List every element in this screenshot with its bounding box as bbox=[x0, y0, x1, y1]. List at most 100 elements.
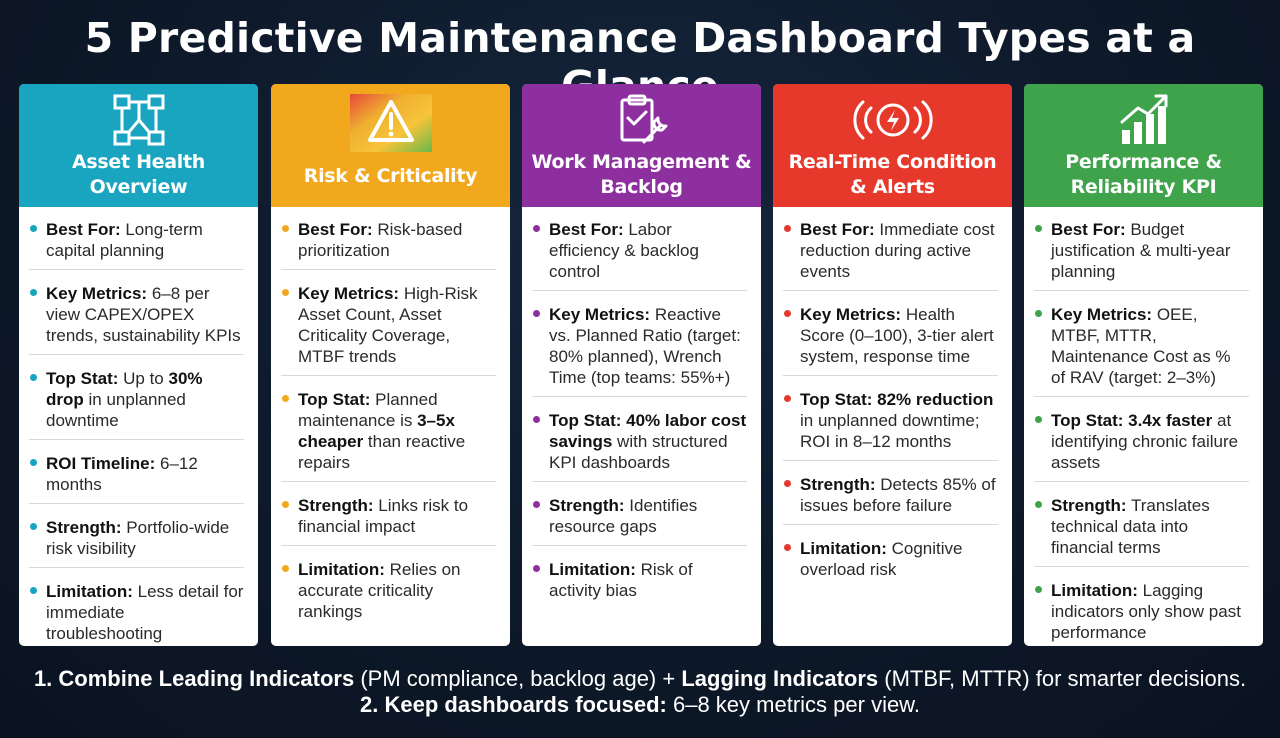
item-text: OEE, MTBF, MTTR, Maintenance Cost as % o… bbox=[1051, 305, 1231, 387]
list-item: Strength: Translates technical data into… bbox=[1034, 491, 1249, 567]
item-text: High-Risk Asset Count, Asset Criticality… bbox=[298, 284, 478, 366]
bullet-icon bbox=[30, 459, 37, 466]
item-label: Top Stat: bbox=[298, 390, 371, 409]
item-label: Best For: bbox=[549, 220, 624, 239]
item-text: Detects 85% of issues before failure bbox=[800, 475, 996, 515]
item-label: Key Metrics: bbox=[549, 305, 651, 324]
list-item: Best For: Labor efficiency & backlog con… bbox=[532, 215, 747, 291]
list-item: Best For: Long-term capital planning bbox=[29, 215, 244, 270]
bullet-icon bbox=[30, 374, 37, 381]
list-item: Limitation: Less detail for immediate tr… bbox=[29, 577, 244, 646]
item-label: ROI Timeline: bbox=[46, 454, 156, 473]
item-label: Strength: bbox=[800, 475, 876, 494]
network-icon bbox=[19, 92, 258, 148]
footer-highlight: Combine Leading Indicators bbox=[58, 666, 355, 691]
item-label: Best For: bbox=[800, 220, 875, 239]
footer-line-1: 1. Combine Leading Indicators (PM compli… bbox=[0, 666, 1280, 692]
bullet-icon bbox=[282, 289, 289, 296]
card-title: Real-Time Condition & Alerts bbox=[788, 151, 997, 198]
card-header: Real-Time Condition & Alerts bbox=[773, 84, 1012, 207]
item-label: Limitation: bbox=[298, 560, 385, 579]
bullet-icon bbox=[1035, 225, 1042, 232]
list-item: Key Metrics: High-Risk Asset Count, Asse… bbox=[281, 279, 496, 376]
list-item: Best For: Immediate cost reduction durin… bbox=[783, 215, 998, 291]
item-text: Labor efficiency & backlog control bbox=[549, 220, 699, 281]
list-item: Top Stat: Up to 30% drop in unplanned do… bbox=[29, 364, 244, 440]
footer-highlight: Keep dashboards focused: bbox=[384, 692, 667, 717]
card-asset-health: Asset Health Overview Best For: Long-ter… bbox=[19, 84, 258, 646]
item-label: Best For: bbox=[46, 220, 121, 239]
card-items: Best For: Immediate cost reduction durin… bbox=[773, 207, 1012, 588]
card-risk-criticality: Risk & Criticality Best For: Risk-based … bbox=[271, 84, 510, 646]
item-label: Key Metrics: bbox=[46, 284, 148, 303]
item-highlight: 30% drop bbox=[46, 369, 203, 409]
item-label: Limitation: bbox=[800, 539, 887, 558]
item-label: Limitation: bbox=[1051, 581, 1138, 600]
card-items: Best For: Budget justification & multi-y… bbox=[1024, 207, 1263, 646]
item-text: Health Score (0–100), 3-tier alert syste… bbox=[800, 305, 994, 366]
item-label: Limitation: bbox=[46, 582, 133, 601]
footer-text: 6–8 key metrics per view. bbox=[666, 692, 920, 717]
item-text: Planned maintenance is bbox=[298, 390, 438, 430]
bullet-icon bbox=[784, 310, 791, 317]
list-item: Top Stat: 82% reduction in unplanned dow… bbox=[783, 385, 998, 461]
card-work-management: Work Management & Backlog Best For: Labo… bbox=[522, 84, 761, 646]
bullet-icon bbox=[282, 501, 289, 508]
item-label: Key Metrics: bbox=[298, 284, 400, 303]
bullet-icon bbox=[282, 225, 289, 232]
bullet-icon bbox=[282, 565, 289, 572]
item-label: Best For: bbox=[298, 220, 373, 239]
bullet-icon bbox=[784, 225, 791, 232]
bullet-icon bbox=[1035, 416, 1042, 423]
list-item: Key Metrics: Reactive vs. Planned Ratio … bbox=[532, 300, 747, 397]
bullet-icon bbox=[784, 480, 791, 487]
dashboard-types: Asset Health Overview Best For: Long-ter… bbox=[19, 84, 1263, 646]
list-item: Best For: Risk-based prioritization bbox=[281, 215, 496, 270]
footer-number: 1. bbox=[33, 666, 53, 691]
clipboard-wrench-icon bbox=[522, 92, 761, 148]
item-highlight: 3–5x cheaper bbox=[298, 411, 455, 451]
bullet-icon bbox=[533, 310, 540, 317]
item-text: Relies on accurate criticality rankings bbox=[298, 560, 461, 621]
item-label: Limitation: bbox=[549, 560, 636, 579]
footer-text: (PM compliance, backlog age) + bbox=[354, 666, 682, 691]
list-item: Best For: Budget justification & multi-y… bbox=[1034, 215, 1249, 291]
item-text: Cognitive overload risk bbox=[800, 539, 963, 579]
item-text: Long-term capital planning bbox=[46, 220, 203, 260]
list-item: Key Metrics: Health Score (0–100), 3-tie… bbox=[783, 300, 998, 376]
bullet-icon bbox=[30, 289, 37, 296]
item-label: Top Stat: bbox=[800, 390, 873, 409]
bullet-icon bbox=[30, 587, 37, 594]
item-label: Best For: bbox=[1051, 220, 1126, 239]
list-item: Top Stat: 3.4x faster at identifying chr… bbox=[1034, 406, 1249, 482]
card-items: Best For: Labor efficiency & backlog con… bbox=[522, 207, 761, 609]
bullet-icon bbox=[1035, 586, 1042, 593]
list-item: ROI Timeline: 6–12 months bbox=[29, 449, 244, 504]
item-label: Strength: bbox=[298, 496, 374, 515]
list-item: Strength: Identifies resource gaps bbox=[532, 491, 747, 546]
card-items: Best For: Risk-based prioritization Key … bbox=[271, 207, 510, 630]
growth-chart-icon bbox=[1024, 92, 1263, 148]
list-item: Strength: Portfolio-wide risk visibility bbox=[29, 513, 244, 568]
list-item: Limitation: Risk of activity bias bbox=[532, 555, 747, 609]
footer-text: (MTBF, MTTR) for smarter decisions. bbox=[878, 666, 1247, 691]
item-text: Risk of activity bias bbox=[549, 560, 693, 600]
item-text: Links risk to financial impact bbox=[298, 496, 469, 536]
bullet-icon bbox=[30, 225, 37, 232]
warning-icon bbox=[271, 92, 510, 152]
bullet-icon bbox=[533, 225, 540, 232]
item-text: Up to bbox=[118, 369, 169, 388]
item-text: Budget justification & multi-year planni… bbox=[1051, 220, 1231, 281]
bullet-icon bbox=[30, 523, 37, 530]
bullet-icon bbox=[784, 544, 791, 551]
card-title: Risk & Criticality bbox=[303, 165, 478, 187]
card-title: Performance & Reliability KPI bbox=[1065, 151, 1222, 198]
footer-line-2: 2. Keep dashboards focused: 6–8 key metr… bbox=[0, 692, 1280, 718]
card-title: Asset Health Overview bbox=[71, 151, 206, 198]
alert-signal-icon bbox=[773, 92, 1012, 148]
item-label: Strength: bbox=[549, 496, 625, 515]
bullet-icon bbox=[533, 416, 540, 423]
item-text: Portfolio-wide risk visibility bbox=[46, 518, 230, 558]
list-item: Top Stat: 40% labor cost savings with st… bbox=[532, 406, 747, 482]
bullet-icon bbox=[282, 395, 289, 402]
